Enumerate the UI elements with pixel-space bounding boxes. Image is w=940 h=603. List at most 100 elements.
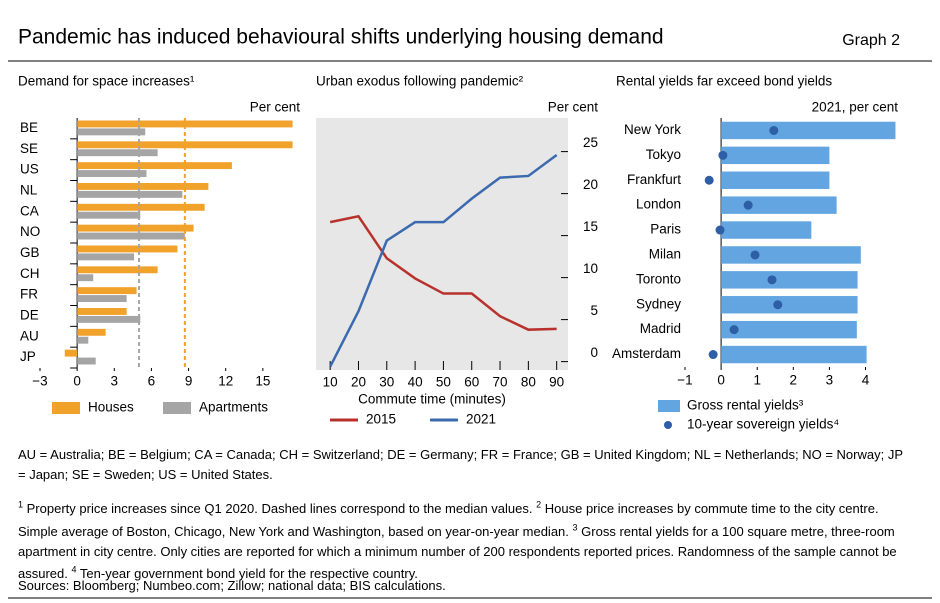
bar — [77, 266, 158, 274]
category-label: Sydney — [636, 296, 681, 311]
footnote-text: Gross rental yields for a 100 square met… — [18, 524, 897, 582]
figure-title: Pandemic has induced behavioural shifts … — [18, 26, 664, 49]
bar — [77, 357, 96, 365]
bar — [721, 320, 857, 339]
category-label: GB — [20, 245, 40, 260]
x-tick-label: 3 — [826, 373, 834, 388]
bar — [77, 328, 106, 336]
legend-swatch — [52, 402, 80, 414]
bar — [77, 170, 147, 177]
x-tick-label: −3 — [32, 374, 47, 389]
bar — [77, 336, 89, 344]
bar — [77, 232, 185, 240]
category-label: Toronto — [636, 271, 681, 286]
dot — [729, 325, 739, 335]
category-label: Madrid — [640, 321, 681, 336]
dot — [769, 125, 779, 135]
x-tick-label: 0 — [717, 373, 725, 388]
x-tick-label: −1 — [677, 373, 692, 388]
dot — [715, 225, 725, 235]
bar — [77, 183, 209, 190]
category-label: NL — [20, 182, 38, 197]
bar — [77, 128, 146, 136]
x-tick-label: 10 — [323, 375, 338, 390]
footnote: 2 House price increases by commute time … — [18, 500, 879, 540]
category-label: Paris — [650, 222, 681, 237]
bar — [721, 196, 837, 214]
bar — [77, 287, 137, 295]
y-tick-label: 15 — [583, 219, 598, 234]
legend-label: 2015 — [366, 412, 396, 427]
y-tick-label: 20 — [583, 177, 598, 192]
bar — [721, 246, 861, 264]
footnote-text: Property price increases since Q1 2020. … — [26, 501, 533, 517]
category-label: NO — [20, 224, 40, 239]
footnote-text: Ten-year government bond yield for the r… — [79, 566, 418, 582]
panel-title: Demand for space increases¹ — [18, 74, 195, 89]
x-tick-label: 80 — [521, 375, 536, 390]
line — [329, 214, 557, 331]
bar — [64, 349, 78, 357]
legend-label: 10-year sovereign yields⁴ — [687, 417, 839, 432]
x-tick-label: 0 — [73, 374, 81, 389]
footnote-text: House price increases by commute time to… — [18, 501, 879, 540]
bar — [721, 271, 858, 289]
bar — [77, 162, 232, 170]
dot — [767, 275, 777, 285]
dot — [704, 175, 714, 185]
bar — [77, 274, 94, 282]
bar — [77, 253, 135, 261]
category-label: London — [636, 197, 681, 212]
x-tick-label: 9 — [185, 374, 193, 389]
bar — [77, 308, 127, 315]
x-tick-label: 50 — [436, 375, 451, 390]
legend-label: Gross rental yields³ — [687, 398, 804, 413]
category-label: BE — [20, 120, 38, 135]
x-tick-label: 30 — [379, 375, 394, 390]
category-label: Amsterdam — [612, 346, 681, 361]
legend-label: Apartments — [199, 400, 268, 415]
y-tick-label: 0 — [590, 345, 598, 360]
plot-background — [316, 118, 568, 370]
x-tick-label: 1 — [753, 373, 761, 388]
y-tick-label: 25 — [583, 135, 598, 150]
dot — [773, 300, 783, 310]
footnotes: 1 Property price increases since Q1 2020… — [18, 496, 908, 584]
x-tick-label: 3 — [111, 374, 119, 389]
panel-title: Rental yields far exceed bond yields — [616, 74, 832, 89]
x-tick-label: 20 — [351, 375, 366, 390]
x-tick-label: 6 — [148, 374, 156, 389]
bar — [77, 149, 158, 157]
category-label: SE — [20, 141, 38, 156]
bar — [77, 245, 178, 253]
footnote-mark: 1 — [18, 500, 24, 510]
x-tick-label: 2 — [790, 373, 798, 388]
unit-label: 2021, per cent — [812, 100, 899, 115]
footnote-mark: 3 — [572, 522, 578, 533]
footnote: 4 Ten-year government bond yield for the… — [72, 565, 418, 582]
x-tick-label: 70 — [493, 375, 508, 390]
footnote: 1 Property price increases since Q1 2020… — [18, 500, 536, 517]
category-label: CA — [20, 203, 39, 218]
bar — [721, 345, 867, 364]
category-label: Frankfurt — [627, 172, 681, 187]
bar — [721, 296, 858, 314]
legend-label: 2021 — [466, 412, 496, 427]
x-axis-title: Commute time (minutes) — [358, 392, 506, 407]
x-tick-label: 60 — [464, 375, 479, 390]
bar — [77, 190, 183, 198]
x-tick-label: 40 — [408, 375, 423, 390]
x-tick-label: 12 — [218, 374, 233, 389]
panel-title: Urban exodus following pandemic² — [316, 74, 524, 89]
category-label: DE — [20, 307, 39, 322]
category-label: FR — [20, 287, 38, 302]
bar — [77, 295, 127, 302]
bar — [77, 120, 293, 128]
dot — [743, 200, 753, 210]
dot — [718, 150, 728, 160]
y-tick-label: 5 — [590, 303, 598, 318]
x-tick-label: 15 — [255, 374, 270, 389]
bar — [77, 203, 205, 211]
bar — [77, 315, 141, 323]
